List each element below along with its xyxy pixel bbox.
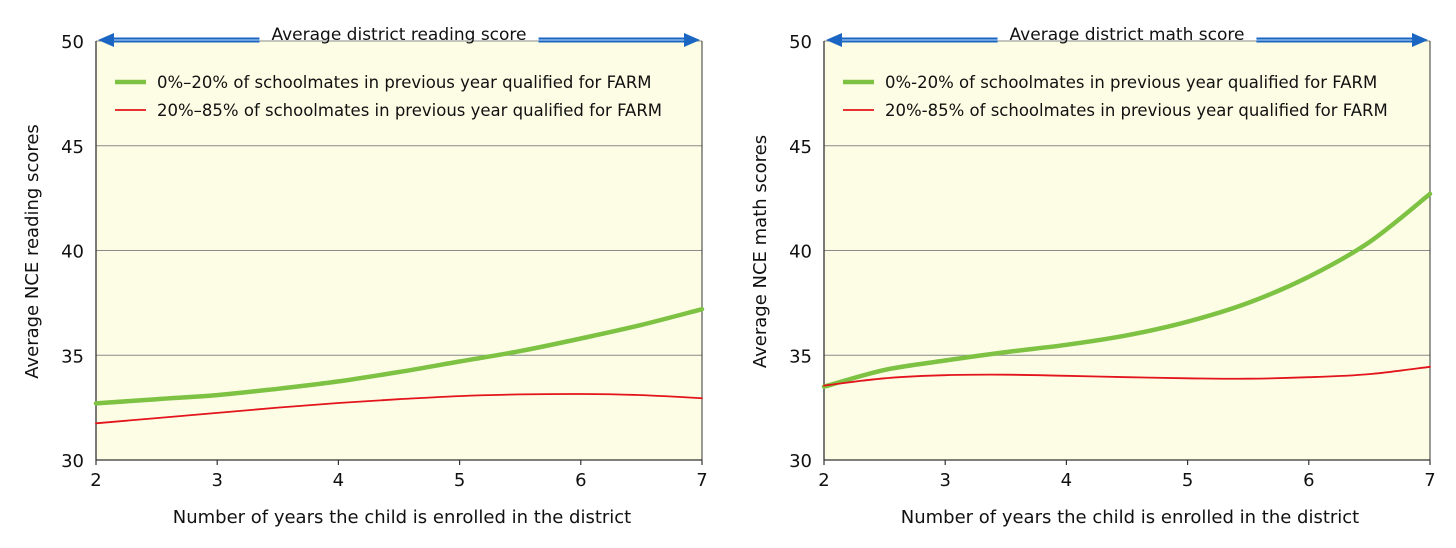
y-tick-label: 30: [61, 451, 84, 472]
y-tick-label: 45: [61, 137, 84, 158]
x-axis-title: Number of years the child is enrolled in…: [901, 507, 1360, 528]
series-line-high-farm: [823, 365, 1431, 387]
x-tick-label: 5: [454, 470, 465, 491]
x-tick-label: 6: [575, 470, 586, 491]
legend-label: 20%–85% of schoolmates in previous year …: [157, 101, 662, 120]
x-tick-label: 7: [696, 470, 707, 491]
y-tick-label: 30: [789, 451, 812, 472]
series-line-low-farm: [93, 306, 705, 406]
x-tick-label: 2: [90, 470, 101, 491]
legend-label: 20%-85% of schoolmates in previous year …: [885, 101, 1388, 120]
series-line-low-farm: [821, 191, 1433, 389]
legend-label: 0%–20% of schoolmates in previous year q…: [157, 73, 652, 92]
x-tick-label: 5: [1182, 470, 1193, 491]
y-tick-label: 35: [789, 346, 812, 367]
x-tick-label: 3: [939, 470, 950, 491]
average-district-score-label: Average district reading score: [271, 25, 526, 45]
series-line-high-farm: [95, 393, 703, 425]
arrow-head-left: [98, 33, 114, 47]
arrow-head-left: [826, 33, 842, 47]
x-tick-label: 3: [211, 470, 222, 491]
y-axis-title: Average NCE math scores: [750, 135, 771, 368]
average-district-score-label: Average district math score: [1010, 25, 1245, 45]
y-axis-title: Average NCE reading scores: [22, 124, 43, 379]
x-tick-label: 4: [1061, 470, 1072, 491]
y-tick-label: 35: [61, 346, 84, 367]
x-tick-label: 2: [818, 470, 829, 491]
x-tick-label: 7: [1424, 470, 1435, 491]
y-tick-label: 50: [789, 32, 812, 53]
arrow-head-right: [684, 33, 700, 47]
arrow-head-right: [1412, 33, 1428, 47]
y-tick-label: 40: [789, 242, 812, 263]
x-axis-title: Number of years the child is enrolled in…: [173, 507, 632, 528]
x-tick-label: 4: [333, 470, 344, 491]
legend-label: 0%-20% of schoolmates in previous year q…: [885, 73, 1377, 92]
y-tick-label: 45: [789, 137, 812, 158]
y-tick-label: 50: [61, 32, 84, 53]
y-tick-label: 40: [61, 242, 84, 263]
x-tick-label: 6: [1303, 470, 1314, 491]
